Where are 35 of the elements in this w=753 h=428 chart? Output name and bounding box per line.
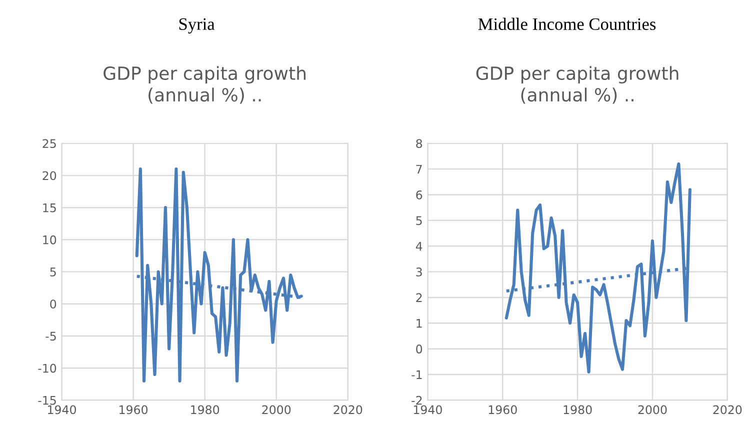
y-tick-label: 3 xyxy=(416,268,422,276)
y-tick-label: 4 xyxy=(416,242,422,251)
y-tick-label: 7 xyxy=(416,164,422,174)
y-tick-label: -15 xyxy=(38,396,56,405)
y-tick-label: 8 xyxy=(416,139,422,148)
x-tick-label: 2000 xyxy=(638,405,667,414)
y-tick-label: 0 xyxy=(416,344,422,354)
text: Middle Income Countries xyxy=(478,18,656,30)
x-tick-label: 2020 xyxy=(713,405,742,414)
x-tick-label: 1980 xyxy=(564,405,592,414)
y-tick-label: 10 xyxy=(43,235,56,244)
y-tick-label: 0 xyxy=(50,300,56,309)
y-tick-label: 1 xyxy=(416,319,422,328)
x-tick-label: 2020 xyxy=(334,405,362,414)
y-tick-label: -10 xyxy=(38,364,56,373)
chart-title: GDP per capita growth (annual %) .. xyxy=(476,66,678,104)
y-tick-label: 20 xyxy=(42,171,56,180)
x-tick-label: 1940 xyxy=(48,405,76,414)
line-series xyxy=(504,162,692,374)
x-tick-label: 1960 xyxy=(488,405,517,414)
y-tick-label: 2 xyxy=(416,293,422,302)
x-tick-label: 2000 xyxy=(262,405,291,414)
y-tick-label: -2 xyxy=(412,396,422,405)
y-tick-label: 5 xyxy=(416,216,422,226)
x-tick-label: 1980 xyxy=(191,405,220,414)
text: Syria xyxy=(179,18,215,34)
y-tick-label: 15 xyxy=(43,203,56,212)
x-tick-label: 1960 xyxy=(120,405,148,414)
y-tick-label: -5 xyxy=(46,332,56,341)
chart-title: GDP per capita growth (annual %) .. xyxy=(104,66,306,104)
x-tick-label: 1940 xyxy=(414,405,442,414)
y-tick-label: 25 xyxy=(42,139,56,148)
y-tick-label: 6 xyxy=(416,190,422,200)
y-tick-label: 5 xyxy=(50,268,56,276)
y-tick-label: -1 xyxy=(412,370,422,379)
